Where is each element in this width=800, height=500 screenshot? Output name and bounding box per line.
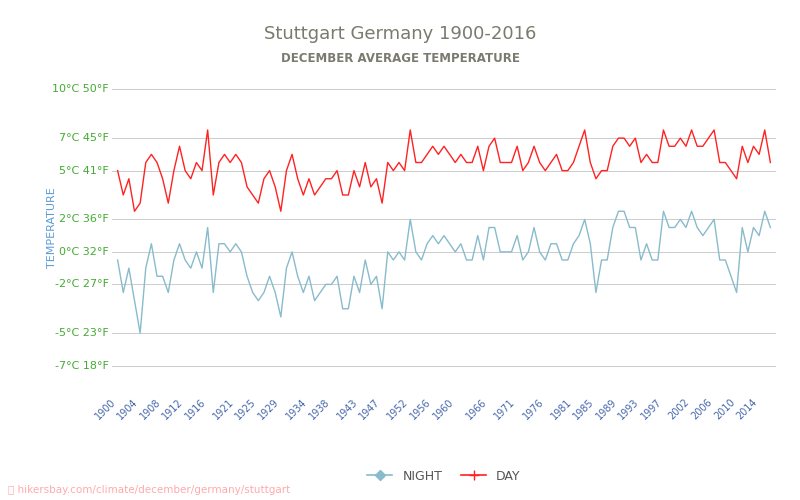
- Text: 0°C 32°F: 0°C 32°F: [59, 247, 109, 257]
- Text: 2°C 36°F: 2°C 36°F: [59, 214, 109, 224]
- Text: -2°C 27°F: -2°C 27°F: [54, 280, 109, 289]
- Text: 📍 hikersbay.com/climate/december/germany/stuttgart: 📍 hikersbay.com/climate/december/germany…: [8, 485, 290, 495]
- Text: 7°C 45°F: 7°C 45°F: [59, 133, 109, 143]
- Text: -7°C 18°F: -7°C 18°F: [55, 360, 109, 370]
- Text: Stuttgart Germany 1900-2016: Stuttgart Germany 1900-2016: [264, 25, 536, 43]
- Text: 5°C 41°F: 5°C 41°F: [59, 166, 109, 175]
- Text: -5°C 23°F: -5°C 23°F: [55, 328, 109, 338]
- Text: 10°C 50°F: 10°C 50°F: [52, 84, 109, 94]
- Text: TEMPERATURE: TEMPERATURE: [47, 187, 58, 268]
- Text: DECEMBER AVERAGE TEMPERATURE: DECEMBER AVERAGE TEMPERATURE: [281, 52, 519, 66]
- Legend: NIGHT, DAY: NIGHT, DAY: [362, 465, 526, 488]
